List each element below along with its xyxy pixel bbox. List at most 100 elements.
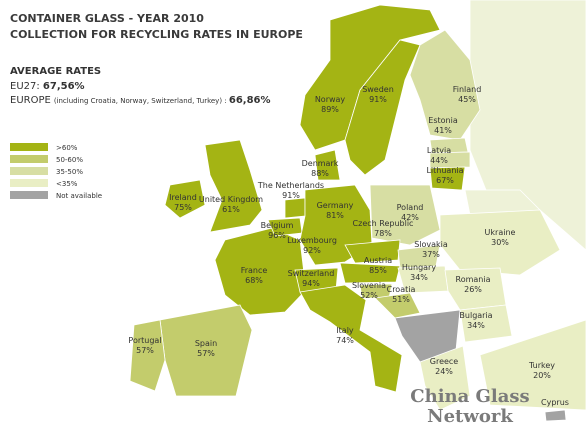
country-shape	[344, 239, 401, 264]
country-name: Finland	[453, 85, 482, 94]
eu27-rate: EU27: 67,56%	[10, 81, 85, 92]
country-rate: 61%	[222, 205, 240, 214]
country-rate: 34%	[467, 321, 485, 330]
legend-swatch	[10, 143, 48, 151]
legend-swatch	[10, 191, 48, 199]
europe-note: (including Croatia, Norway, Switzerland,…	[54, 97, 229, 105]
country-name: Ukraine	[485, 228, 516, 237]
country-shape	[129, 319, 166, 392]
country-rate: 91%	[282, 191, 300, 200]
country-name: Norway	[315, 95, 346, 104]
country-name: Austria	[364, 256, 392, 265]
country-name: Czech Republic	[353, 219, 414, 228]
legend-swatch	[10, 179, 48, 187]
country-shape	[429, 151, 471, 169]
country-shape	[299, 284, 403, 393]
country-rate: 57%	[136, 346, 154, 355]
country-name: Portugal	[128, 336, 161, 345]
country-rate: 42%	[401, 213, 419, 222]
country-name: United Kingdom	[199, 195, 263, 204]
country-shape	[284, 197, 306, 219]
country-shape	[429, 166, 466, 191]
land	[129, 0, 586, 422]
legend-swatch	[10, 167, 48, 175]
country-name: Germany	[317, 201, 354, 210]
watermark: Network	[427, 406, 513, 427]
legend-label: 50-60%	[56, 156, 83, 164]
country-shape	[419, 345, 471, 411]
country-name: The Netherlands	[257, 181, 324, 190]
country-rate: 52%	[360, 291, 378, 300]
country-shape	[374, 292, 421, 319]
country-rate: 45%	[458, 95, 476, 104]
country-rate: 96%	[268, 231, 286, 240]
country-name: Bulgaria	[459, 311, 492, 320]
country-shape	[314, 149, 341, 181]
country-rate: 94%	[302, 279, 320, 288]
country-shape	[544, 409, 567, 422]
country-rate: 20%	[533, 371, 551, 380]
country-name: Belgium	[261, 221, 294, 230]
country-rate: 67%	[436, 176, 454, 185]
watermark: China Glass	[410, 386, 529, 407]
country-rate: 26%	[464, 285, 482, 294]
country-name: Slovakia	[414, 240, 448, 249]
country-rate: 51%	[392, 295, 410, 304]
country-name: Estonia	[428, 116, 458, 125]
country-name: Italy	[336, 326, 354, 335]
country-rate: 34%	[410, 273, 428, 282]
country-name: Croatia	[387, 285, 416, 294]
country-name: Romania	[456, 275, 491, 284]
title: COLLECTION FOR RECYCLING RATES IN EUROPE	[10, 28, 303, 41]
legend-label: <35%	[56, 180, 78, 188]
country-name: Sweden	[362, 85, 394, 94]
country-shape	[339, 262, 401, 284]
country-rate: 41%	[434, 126, 452, 135]
country-shape	[204, 139, 263, 233]
country-name: Poland	[397, 203, 424, 212]
country-name: Greece	[430, 357, 459, 366]
country-name: Luxembourg	[287, 236, 337, 245]
eu27-label: EU27:	[10, 81, 43, 92]
country-rate: 78%	[374, 229, 392, 238]
country-rate: 75%	[174, 203, 192, 212]
country-name: Cyprus	[541, 398, 569, 407]
legend-label: >60%	[56, 144, 78, 152]
country-name: Denmark	[302, 159, 339, 168]
country-name: Hungary	[402, 263, 436, 272]
country-rate: 85%	[369, 266, 387, 275]
country-rate: 88%	[311, 169, 329, 178]
country-rate: 74%	[336, 336, 354, 345]
country-name: Slovenia	[352, 281, 386, 290]
legend-label: 35-50%	[56, 168, 83, 176]
country-rate: 68%	[245, 276, 263, 285]
average-heading: AVERAGE RATES	[10, 66, 101, 77]
country-rate: 92%	[303, 246, 321, 255]
country-rate: 30%	[491, 238, 509, 247]
country-rate: 89%	[321, 105, 339, 114]
country-name: Spain	[195, 339, 217, 348]
eu27-value: 67,56%	[43, 81, 85, 92]
europe-value: 66,86%	[229, 95, 271, 106]
country-name: France	[241, 266, 268, 275]
country-rate: 44%	[430, 156, 448, 165]
country-shape	[344, 39, 421, 176]
country-name: Ireland	[169, 193, 197, 202]
country-name: Lithuania	[426, 166, 463, 175]
country-rate: 57%	[197, 349, 215, 358]
country-rate: 91%	[369, 95, 387, 104]
country-rate: 81%	[326, 211, 344, 220]
country-shape	[164, 179, 206, 219]
country-rate: 37%	[422, 250, 440, 259]
country-shape	[479, 319, 586, 411]
country-shape	[369, 184, 441, 246]
title: CONTAINER GLASS - YEAR 2010	[10, 12, 204, 25]
country-shape	[459, 304, 513, 343]
legend-swatch	[10, 155, 48, 163]
country-name: Turkey	[528, 361, 555, 370]
europe-label: EUROPE	[10, 95, 51, 106]
europe-rate: EUROPE (including Croatia, Norway, Switze…	[10, 95, 271, 106]
country-labels: Norway89%Sweden91%Finland45%Estonia41%La…	[128, 85, 569, 407]
country-name: Latvia	[427, 146, 451, 155]
